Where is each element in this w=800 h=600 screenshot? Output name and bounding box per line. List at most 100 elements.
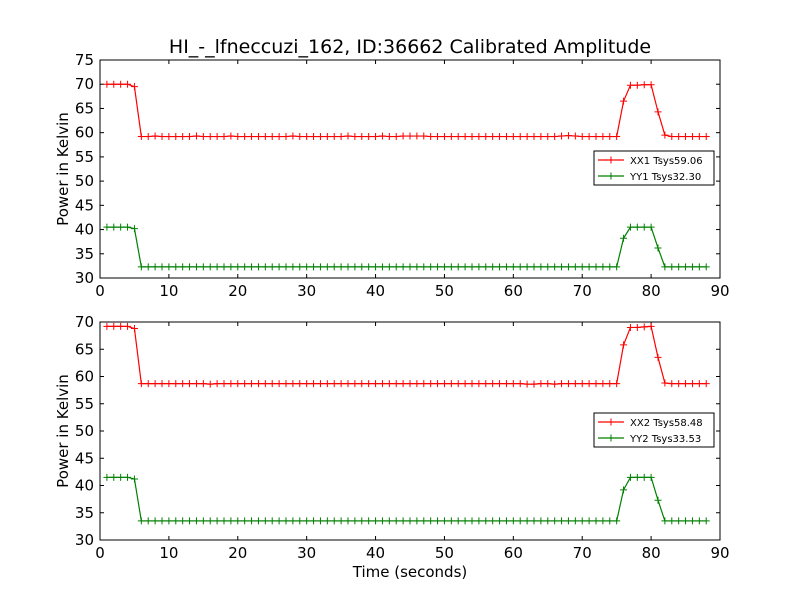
data-point <box>296 517 304 525</box>
data-point <box>544 517 552 525</box>
y-tick-label: 30 <box>75 531 94 549</box>
data-point <box>420 132 428 140</box>
data-point <box>124 80 132 88</box>
data-point <box>303 263 311 271</box>
data-point <box>633 81 641 89</box>
data-point <box>151 517 159 525</box>
data-point <box>227 132 235 140</box>
data-point <box>592 380 600 388</box>
data-point <box>509 380 517 388</box>
data-point <box>289 263 297 271</box>
data-point <box>192 132 200 140</box>
data-point <box>640 323 648 331</box>
data-point <box>358 380 366 388</box>
data-point <box>351 263 359 271</box>
data-point <box>502 380 510 388</box>
data-point <box>620 97 628 105</box>
data-point <box>310 380 318 388</box>
data-point <box>220 517 228 525</box>
data-point <box>502 263 510 271</box>
data-point <box>337 133 345 141</box>
data-point <box>192 263 200 271</box>
data-point <box>151 263 159 271</box>
data-point <box>516 133 524 141</box>
data-point <box>702 133 710 141</box>
data-point <box>420 263 428 271</box>
data-point <box>509 133 517 141</box>
data-point <box>675 380 683 388</box>
data-point <box>179 133 187 141</box>
data-point <box>186 133 194 141</box>
data-point <box>406 517 414 525</box>
data-point <box>351 517 359 525</box>
x-tick-label: 30 <box>297 544 316 562</box>
data-point <box>592 517 600 525</box>
data-point <box>585 133 593 141</box>
data-point <box>468 133 476 141</box>
data-point <box>440 263 448 271</box>
legend-marker <box>607 418 615 426</box>
data-point <box>282 133 290 141</box>
data-point <box>206 380 214 388</box>
data-point <box>323 133 331 141</box>
data-point <box>378 517 386 525</box>
data-point <box>151 132 159 140</box>
data-point <box>640 473 648 481</box>
data-point <box>537 380 545 388</box>
data-point <box>413 132 421 140</box>
x-tick-label: 0 <box>95 282 105 300</box>
data-point <box>303 380 311 388</box>
data-point <box>434 263 442 271</box>
data-point <box>241 263 249 271</box>
data-point <box>516 263 524 271</box>
data-point <box>564 380 572 388</box>
data-point <box>661 517 669 525</box>
data-point <box>668 263 676 271</box>
y-tick-label: 50 <box>75 172 94 190</box>
data-point <box>275 133 283 141</box>
data-point <box>626 81 634 89</box>
data-point <box>179 517 187 525</box>
data-point <box>316 263 324 271</box>
data-point <box>372 133 380 141</box>
data-point <box>365 133 373 141</box>
lower-plot: 0 10 20 30 40 50 60 70 80 90 30 35 40 45 50 55 60 65 70 Pow… <box>54 313 730 562</box>
data-point <box>392 517 400 525</box>
data-point <box>537 263 545 271</box>
data-point <box>496 263 504 271</box>
data-point <box>275 263 283 271</box>
data-point <box>454 517 462 525</box>
data-point <box>523 380 531 388</box>
x-tick-label: 40 <box>366 282 385 300</box>
data-point <box>220 133 228 141</box>
data-point <box>440 517 448 525</box>
data-point <box>558 380 566 388</box>
data-point <box>378 263 386 271</box>
data-point <box>110 80 118 88</box>
data-point <box>647 81 655 89</box>
data-point <box>289 517 297 525</box>
data-point <box>606 133 614 141</box>
data-point <box>489 263 497 271</box>
data-point <box>695 133 703 141</box>
data-point <box>633 473 641 481</box>
data-point <box>117 473 125 481</box>
data-point <box>647 322 655 330</box>
data-point <box>344 263 352 271</box>
data-point <box>695 517 703 525</box>
data-point <box>144 380 152 388</box>
data-point <box>475 133 483 141</box>
data-point <box>530 263 538 271</box>
y-tick-label: 40 <box>75 477 94 495</box>
data-point <box>647 223 655 231</box>
data-point <box>261 263 269 271</box>
data-point <box>482 263 490 271</box>
data-point <box>234 133 242 141</box>
data-point <box>330 380 338 388</box>
data-point <box>654 244 662 252</box>
data-point <box>523 517 531 525</box>
data-point <box>344 517 352 525</box>
data-point <box>358 133 366 141</box>
data-point <box>151 380 159 388</box>
data-point <box>530 517 538 525</box>
